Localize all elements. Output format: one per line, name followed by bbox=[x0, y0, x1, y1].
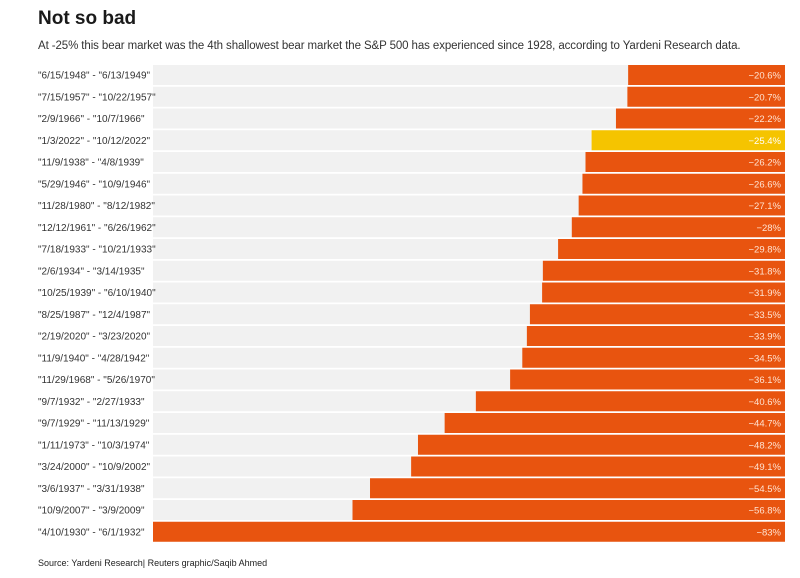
bar bbox=[526, 326, 785, 346]
data-label: −31.9% bbox=[749, 288, 782, 299]
bar-track bbox=[153, 65, 785, 85]
category-label: "9/7/1929" - "11/13/1929" bbox=[38, 419, 150, 430]
chart-subtitle: At -25% this bear market was the 4th sha… bbox=[38, 40, 741, 52]
category-label: "10/25/1939" - "6/10/1940" bbox=[38, 288, 156, 299]
data-label: −56.8% bbox=[749, 506, 782, 517]
bar bbox=[417, 434, 785, 455]
data-label: −20.6% bbox=[749, 71, 782, 82]
bar bbox=[542, 260, 785, 281]
bar bbox=[582, 173, 785, 194]
category-label: "9/7/1932" - "2/27/1933" bbox=[38, 397, 145, 408]
data-label: −25.4% bbox=[749, 136, 782, 147]
bar bbox=[153, 521, 785, 542]
category-label: "10/9/2007" - "3/9/2009" bbox=[38, 506, 145, 517]
category-label: "7/15/1957" - "10/22/1957" bbox=[38, 92, 156, 103]
bar-highlight bbox=[591, 130, 785, 151]
bar bbox=[585, 152, 785, 172]
data-label: −33.9% bbox=[749, 332, 782, 343]
data-label: −54.5% bbox=[749, 484, 782, 495]
bar bbox=[558, 239, 785, 259]
bar bbox=[370, 478, 785, 499]
category-label: "11/9/1938" - "4/8/1939" bbox=[38, 158, 144, 169]
data-label: −20.7% bbox=[749, 92, 782, 103]
category-label: "3/24/2000" - "10/9/2002" bbox=[38, 462, 151, 473]
bar bbox=[529, 304, 785, 325]
data-label: −31.8% bbox=[749, 266, 782, 277]
bar bbox=[578, 195, 785, 216]
data-label: −48.2% bbox=[749, 440, 782, 451]
data-label: −40.6% bbox=[749, 397, 782, 408]
data-label: −27.1% bbox=[749, 201, 782, 212]
bar bbox=[571, 217, 785, 238]
chart-title: Not so bad bbox=[38, 8, 137, 29]
data-label: −26.2% bbox=[749, 158, 782, 169]
bar-track bbox=[153, 86, 785, 107]
category-label: "12/12/1961" - "6/26/1962" bbox=[38, 223, 156, 234]
bar bbox=[352, 500, 785, 520]
category-label: "7/18/1933" - "10/21/1933" bbox=[38, 245, 156, 256]
bar bbox=[444, 413, 785, 433]
category-label: "11/29/1968" - "5/26/1970" bbox=[38, 375, 155, 386]
bar bbox=[542, 282, 785, 303]
category-label: "2/9/1966" - "10/7/1966" bbox=[38, 114, 145, 125]
bar bbox=[522, 347, 785, 368]
bar bbox=[628, 65, 785, 85]
bar bbox=[510, 369, 785, 390]
bar bbox=[411, 456, 785, 477]
category-label: "4/10/1930" - "6/1/1932" bbox=[38, 527, 145, 538]
category-label: "2/6/1934" - "3/14/1935" bbox=[38, 266, 145, 277]
data-label: −29.8% bbox=[749, 245, 782, 256]
bar bbox=[615, 108, 785, 129]
data-label: −34.5% bbox=[749, 353, 782, 364]
category-label: "5/29/1946" - "10/9/1946" bbox=[38, 179, 151, 190]
data-label: −26.6% bbox=[749, 179, 782, 190]
category-label: "8/25/1987" - "12/4/1987" bbox=[38, 310, 151, 321]
data-label: −36.1% bbox=[749, 375, 782, 386]
data-label: −28% bbox=[756, 223, 781, 234]
category-label: "6/15/1948" - "6/13/1949" bbox=[38, 71, 151, 82]
data-label: −49.1% bbox=[749, 462, 782, 473]
data-label: −44.7% bbox=[749, 419, 782, 430]
category-label: "3/6/1937" - "3/31/1938" bbox=[38, 484, 145, 495]
category-label: "2/19/2020" - "3/23/2020" bbox=[38, 332, 151, 343]
category-label: "1/11/1973" - "10/3/1974" bbox=[38, 440, 150, 451]
category-label: "1/3/2022" - "10/12/2022" bbox=[38, 136, 151, 147]
bar bbox=[627, 86, 785, 107]
category-label: "11/9/1940" - "4/28/1942" bbox=[38, 353, 150, 364]
source-note: Source: Yardeni Research| Reuters graphi… bbox=[38, 558, 268, 568]
data-label: −33.5% bbox=[749, 310, 782, 321]
data-label: −83% bbox=[756, 527, 781, 538]
bar bbox=[475, 391, 785, 412]
data-label: −22.2% bbox=[749, 114, 782, 125]
category-label: "11/28/1980" - "8/12/1982" bbox=[38, 201, 155, 212]
